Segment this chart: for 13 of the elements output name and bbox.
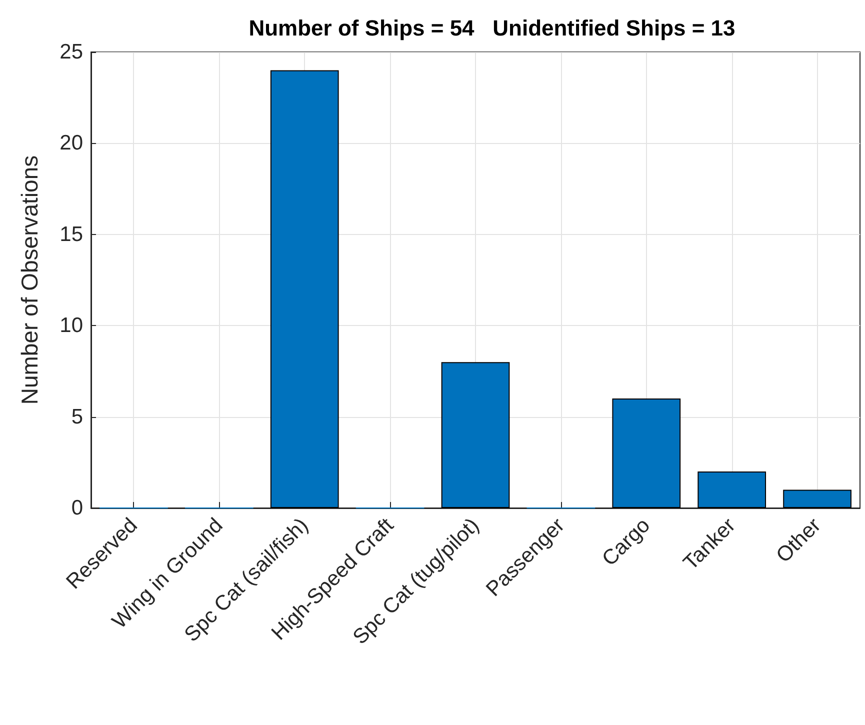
y-tick-label: 25 xyxy=(60,40,83,64)
bar xyxy=(612,398,681,508)
bar xyxy=(441,362,510,508)
y-tick-label: 15 xyxy=(60,222,83,246)
y-tick-label: 0 xyxy=(71,496,83,520)
chart-title: Number of Ships = 54 Unidentified Ships = 13 xyxy=(248,16,736,40)
bar xyxy=(698,472,766,508)
y-tick-label: 10 xyxy=(60,314,83,338)
y-tick-label: 20 xyxy=(60,132,83,155)
bar xyxy=(270,70,339,508)
y-tick-label: 5 xyxy=(71,405,83,428)
bar xyxy=(783,490,852,508)
y-axis-title: Number of Observations xyxy=(16,155,42,405)
